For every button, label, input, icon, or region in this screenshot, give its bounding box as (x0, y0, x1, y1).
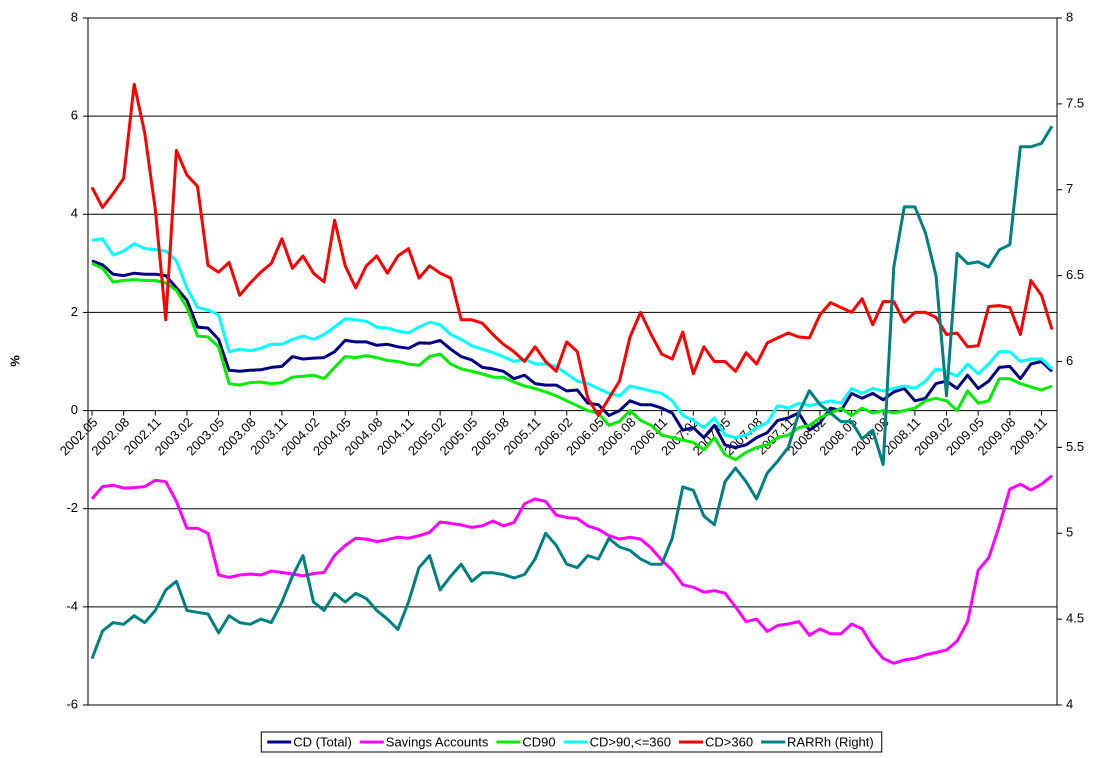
y-axis-label: % (7, 355, 22, 367)
y2-tick-label: 7.5 (1066, 95, 1084, 110)
legend-label: CD (Total) (293, 734, 352, 749)
series-line (91, 259, 1054, 449)
y-tick-label: 2 (71, 304, 78, 319)
series-line (91, 237, 1054, 440)
legend: CD (Total) Savings Accounts CD90 CD>90,<=36… (260, 731, 883, 753)
y2-tick-label: 6 (1066, 353, 1073, 368)
y2-tick-label: 8 (1066, 9, 1073, 24)
legend-label: Savings Accounts (386, 734, 489, 749)
y2-tick-label: 6.5 (1066, 267, 1084, 282)
series-line (90, 82, 1054, 417)
y-tick-label: 6 (71, 108, 78, 123)
series-line (90, 125, 1054, 660)
y-tick-label: 0 (71, 402, 78, 417)
y-tick-label: -2 (66, 500, 78, 515)
y2-tick-label: 4.5 (1066, 611, 1084, 626)
y2-tick-label: 5.5 (1066, 439, 1084, 454)
legend-label: CD90 (522, 734, 555, 749)
legend-label: RARRh (Right) (787, 734, 874, 749)
y-tick-label: -4 (66, 598, 78, 613)
y-tick-label: 8 (71, 9, 78, 24)
series-line (91, 262, 1053, 462)
y-tick-label: 4 (71, 206, 78, 221)
legend-label: CD>90,<=360 (590, 734, 671, 749)
legend-label: CD>360 (705, 734, 753, 749)
y2-tick-label: 5 (1066, 525, 1073, 540)
y-tick-label: -6 (66, 696, 78, 711)
series-line (90, 474, 1053, 665)
y2-tick-label: 7 (1066, 181, 1073, 196)
y2-tick-label: 4 (1066, 696, 1073, 711)
